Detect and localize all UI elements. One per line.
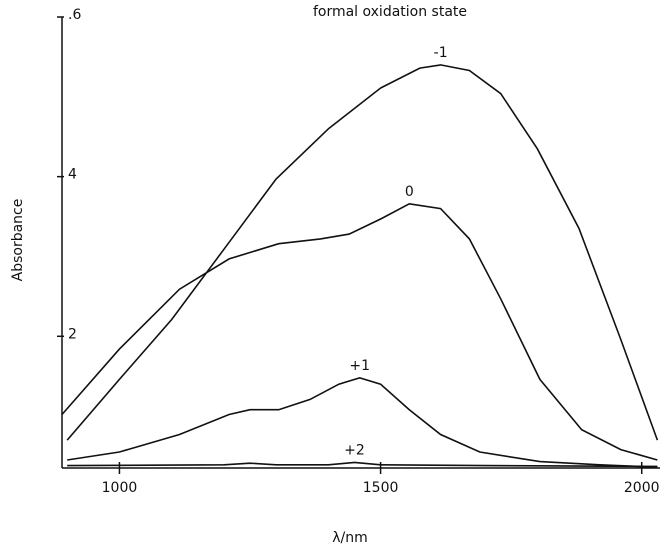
y-tick-label: 2 [68, 326, 77, 342]
series-label: 0 [405, 184, 414, 200]
y-tick-label: 4 [68, 167, 77, 183]
line [67, 376, 658, 468]
x-tick-label: 1500 [363, 480, 399, 496]
chart-title: formal oxidation state [313, 4, 467, 20]
line [61, 202, 658, 461]
y-tick-label: .6 [68, 7, 81, 23]
series-label: +1 [349, 358, 370, 374]
x-tick-label: 2000 [624, 480, 660, 496]
x-tick-label: 1000 [102, 480, 138, 496]
x-axis-label: λ/nm [332, 530, 368, 546]
line [67, 461, 658, 468]
line [66, 64, 659, 441]
y-axis-label: Absorbance [10, 199, 26, 282]
series-label: -1 [434, 45, 448, 61]
series-label: +2 [344, 442, 365, 458]
